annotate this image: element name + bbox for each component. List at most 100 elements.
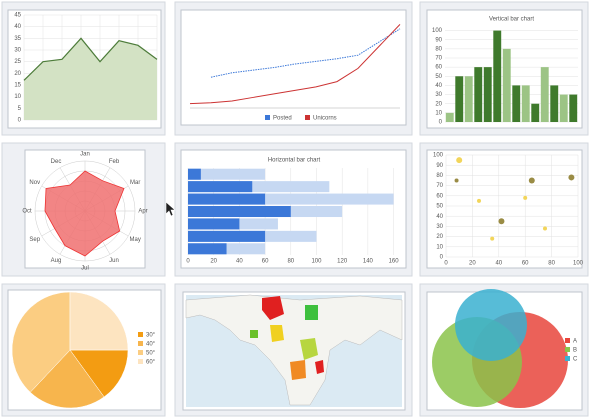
y-tick-label: 15	[14, 83, 21, 89]
x-tick-label: 100	[311, 259, 322, 265]
country	[305, 305, 318, 320]
legend-swatch	[138, 332, 143, 337]
bar	[493, 30, 502, 123]
chart-title: Vertical bar chart	[489, 17, 534, 23]
y-tick-label: 30	[436, 224, 443, 230]
legend-swatch	[305, 115, 310, 120]
y-tick-label: 25	[14, 59, 21, 65]
slice	[11, 291, 71, 393]
x-tick-label: 80	[287, 259, 294, 265]
x-tick-label: 20	[469, 261, 476, 267]
bar	[559, 94, 568, 122]
y-tick-label: 80	[436, 173, 443, 179]
category-label: Nov	[29, 180, 40, 186]
legend-label: 30°	[146, 333, 156, 339]
country	[315, 360, 324, 374]
bar	[521, 85, 530, 122]
bar	[483, 67, 492, 122]
y-tick-label: 40	[435, 83, 442, 89]
y-tick-label: 10	[435, 110, 442, 116]
frame	[180, 9, 407, 126]
cursor	[165, 201, 176, 217]
y-tick-label: 70	[435, 56, 442, 62]
line	[210, 28, 401, 78]
category-label: Jun	[109, 258, 119, 264]
x-tick-label: 60	[262, 259, 269, 265]
y-tick-label: 20	[436, 234, 443, 240]
point	[477, 198, 481, 203]
legend-label: B	[573, 348, 577, 354]
bar	[188, 205, 291, 218]
x-tick-label: 140	[363, 259, 374, 265]
legend-swatch	[138, 341, 143, 346]
bar	[188, 168, 266, 180]
point	[498, 218, 505, 225]
legend-label: Unicorns	[313, 116, 337, 122]
category-label: May	[130, 237, 141, 243]
point	[454, 178, 459, 183]
bar	[474, 67, 483, 122]
y-tick-label: 100	[433, 153, 444, 159]
country	[290, 360, 306, 380]
x-tick-label: 40	[236, 259, 243, 265]
category-label: Dec	[51, 159, 62, 165]
y-tick-label: 45	[14, 13, 21, 19]
land	[185, 294, 403, 406]
radar-area	[44, 170, 125, 257]
y-tick-label: 90	[436, 163, 443, 169]
bar	[569, 94, 578, 122]
bar	[188, 193, 394, 205]
category-label: Feb	[109, 159, 120, 165]
y-tick-label: 10	[436, 244, 443, 250]
legend-label: Posted	[273, 116, 292, 122]
map	[185, 294, 403, 407]
country	[262, 296, 284, 320]
legend-label: 60°	[146, 360, 156, 366]
category-label: Jul	[81, 266, 89, 272]
category-label: Oct	[22, 209, 32, 215]
x-tick-label: 100	[573, 261, 584, 267]
y-tick-label: 30	[435, 92, 442, 98]
line	[189, 24, 401, 105]
legend-label: 50°	[146, 351, 156, 357]
y-tick-label: 30	[14, 48, 21, 54]
y-tick-label: 0	[18, 118, 22, 124]
bar	[188, 181, 253, 193]
frame	[426, 149, 583, 269]
x-tick-label: 80	[548, 261, 555, 267]
point	[528, 177, 535, 184]
bar	[445, 112, 454, 122]
legend-swatch	[565, 356, 570, 361]
bar	[188, 168, 201, 180]
country	[250, 330, 258, 338]
y-tick-label: 10	[14, 94, 21, 100]
bar	[512, 85, 521, 122]
category-label: Aug	[51, 258, 62, 264]
bar	[550, 85, 559, 122]
point	[490, 236, 495, 241]
y-tick-label: 100	[432, 28, 443, 34]
y-tick-label: 50	[436, 204, 443, 210]
y-tick-label: 20	[14, 71, 21, 77]
legend-swatch	[565, 338, 570, 343]
point	[523, 195, 528, 200]
bar	[540, 67, 549, 122]
x-tick-label: 120	[337, 259, 348, 265]
bar	[455, 76, 464, 122]
bar	[188, 218, 240, 230]
slice	[69, 291, 129, 351]
legend-label: 40°	[146, 342, 156, 348]
point	[456, 157, 463, 164]
bar	[531, 103, 540, 122]
y-tick-label: 50	[435, 74, 442, 80]
point	[568, 174, 575, 181]
y-tick-label: 35	[14, 36, 21, 42]
x-tick-label: 20	[210, 259, 217, 265]
country	[300, 338, 318, 360]
slice	[69, 349, 129, 398]
y-tick-label: 60	[435, 65, 442, 71]
legend-swatch	[265, 115, 270, 120]
legend-swatch	[138, 359, 143, 364]
category-label: Mar	[130, 180, 140, 186]
